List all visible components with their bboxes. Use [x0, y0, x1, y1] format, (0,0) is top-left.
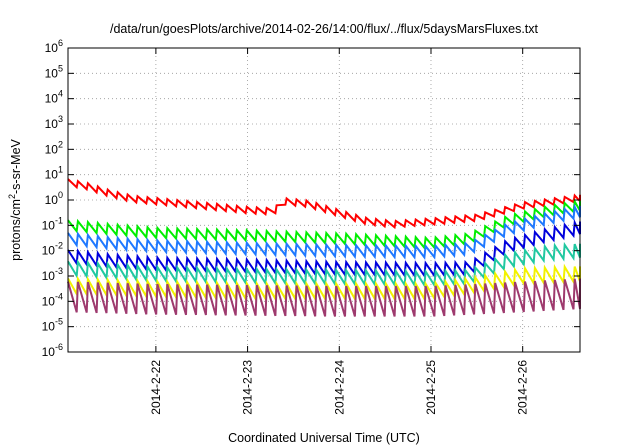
y-tick-exponent: 5 — [58, 63, 63, 73]
y-axis-label-part: -s-sr-MeV — [9, 138, 23, 194]
y-axis-label-superscript: 2 — [7, 194, 17, 199]
y-tick-label: 10-3 — [42, 266, 63, 283]
y-tick-label: 105 — [45, 63, 63, 80]
y-tick-base: 10 — [45, 66, 59, 80]
y-tick-exponent: -4 — [55, 291, 63, 301]
y-tick-base: 10 — [45, 117, 59, 131]
y-tick-base: 10 — [45, 142, 59, 156]
y-tick-exponent: 0 — [58, 190, 63, 200]
y-tick-exponent: -5 — [55, 317, 63, 327]
y-axis-label: protons/cm2-s-sr-MeV — [7, 138, 23, 260]
y-tick-label: 103 — [45, 114, 63, 131]
x-tick-label: 2014-2-22 — [149, 360, 163, 415]
y-tick-base: 10 — [45, 41, 59, 55]
y-tick-label: 100 — [45, 190, 63, 207]
series-line — [67, 178, 581, 230]
x-axis-label: Coordinated Universal Time (UTC) — [228, 431, 420, 445]
y-tick-base: 10 — [42, 345, 56, 359]
y-tick-label: 106 — [45, 38, 63, 55]
y-tick-base: 10 — [42, 244, 56, 258]
y-tick-exponent: 3 — [58, 114, 63, 124]
series-line — [67, 241, 581, 289]
y-tick-exponent: -6 — [55, 342, 63, 352]
y-tick-label: 104 — [45, 89, 63, 106]
y-tick-base: 10 — [45, 168, 59, 182]
y-tick-base: 10 — [45, 92, 59, 106]
y-tick-labels: 10610510410310210110010-110-210-310-410-… — [42, 38, 63, 359]
series-lines — [67, 178, 581, 317]
x-tick-label: 2014-2-25 — [424, 360, 438, 415]
series-line — [67, 278, 581, 317]
y-tick-label: 10-5 — [42, 317, 63, 334]
series-line — [67, 203, 581, 261]
x-tick-label: 2014-2-26 — [516, 360, 530, 415]
grid-lines — [68, 48, 580, 352]
series-line — [67, 198, 581, 251]
y-tick-base: 10 — [42, 320, 56, 334]
y-axis-label-part: protons/cm — [9, 199, 23, 261]
y-tick-base: 10 — [42, 218, 56, 232]
y-tick-label: 101 — [45, 165, 63, 182]
chart-title: /data/run/goesPlots/archive/2014-02-26/1… — [110, 22, 539, 36]
x-tick-label: 2014-2-23 — [241, 360, 255, 415]
y-tick-base: 10 — [42, 294, 56, 308]
y-tick-exponent: 4 — [58, 89, 63, 99]
y-tick-label: 102 — [45, 139, 63, 156]
x-tick-label: 2014-2-24 — [332, 360, 346, 415]
y-tick-label: 10-2 — [42, 241, 63, 258]
y-tick-exponent: -2 — [55, 241, 63, 251]
x-tick-labels: 2014-2-22 2014-2-23 2014-2-24 2014-2-25 2014… — [149, 360, 530, 415]
y-tick-label: 10-4 — [42, 291, 63, 308]
y-tick-label: 10-6 — [42, 342, 63, 359]
y-tick-exponent: 2 — [58, 139, 63, 149]
y-tick-label: 10-1 — [42, 215, 63, 232]
y-tick-base: 10 — [42, 269, 56, 283]
y-tick-base: 10 — [45, 193, 59, 207]
axis-ticks — [68, 47, 580, 353]
y-tick-exponent: 1 — [58, 165, 63, 175]
y-tick-exponent: 6 — [58, 38, 63, 48]
y-tick-exponent: -1 — [55, 215, 63, 225]
y-tick-exponent: -3 — [55, 266, 63, 276]
